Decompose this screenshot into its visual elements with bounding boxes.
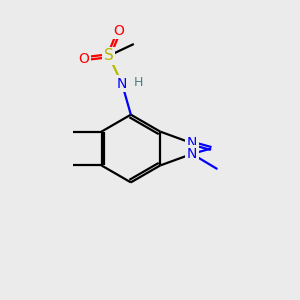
Text: N: N xyxy=(187,136,197,150)
Text: N: N xyxy=(187,147,197,161)
Text: O: O xyxy=(78,52,89,66)
Text: N: N xyxy=(117,77,127,91)
Text: O: O xyxy=(114,24,124,38)
Text: S: S xyxy=(104,48,114,63)
Text: H: H xyxy=(134,76,143,89)
